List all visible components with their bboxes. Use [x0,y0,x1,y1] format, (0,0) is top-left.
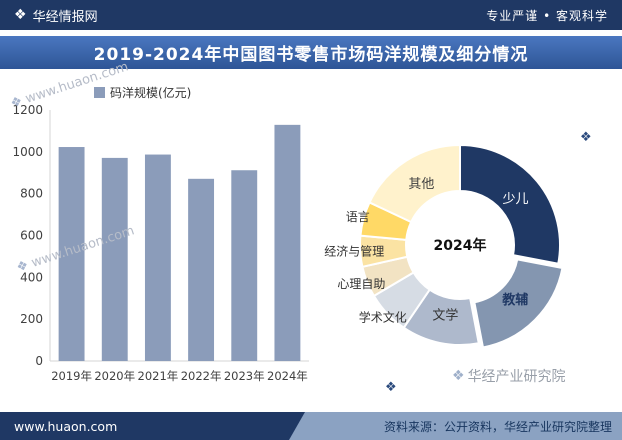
donut-chart: 少儿教辅文学 学术文化 心理自助 经济与管理 语言 其他 2024年 [318,102,616,392]
footer-site: www.huaon.com [0,412,305,440]
bar [58,147,85,361]
bar [274,124,301,361]
brand-logo-icon: ❖ [14,7,27,23]
legend-swatch [94,87,105,98]
y-tick-label: 1200 [12,103,43,117]
y-tick-label: 200 [20,312,43,326]
bar-chart-svg: 0 200 400 600 800 1000 1200 2019年 2020年 2021年 2022… [12,103,309,383]
legend-label: 码洋规模(亿元) [110,86,192,100]
y-tick-label: 0 [35,354,43,368]
bar-chart: 0 200 400 600 800 1000 1200 2019年 2020年 2021年 2022… [6,102,321,387]
footer-source: 资料来源：公开资料，华经产业研究院整理 [383,419,612,434]
x-tick-label: 2024年 [267,369,308,383]
x-tick-label: 2022年 [181,369,222,383]
bottom-bar: www.huaon.com 资料来源：公开资料，华经产业研究院整理 [0,412,622,440]
donut-center-label: 2024年 [434,237,487,254]
pie-slice [459,144,561,265]
y-tick-label: 800 [20,187,43,201]
x-tick-label: 2023年 [224,369,265,383]
x-tick-label: 2019年 [51,369,92,383]
pie-slice [473,258,564,349]
slice-label: 心理自助 [337,277,385,291]
slogan: 专业严谨 • 客观科学 [486,8,608,23]
slice-label: 少儿 [502,192,528,207]
bar [101,157,128,361]
y-tick-label: 600 [20,229,43,243]
brand-name: 华经情报网 [32,9,98,25]
page-title: 2019-2024年中国图书零售市场码洋规模及细分情况 [93,45,529,65]
bar [144,154,171,361]
x-tick-label: 2021年 [138,369,179,383]
slice-label: 经济与管理 [324,244,384,259]
bar [188,178,215,361]
top-bar: ❖ 华经情报网 专业严谨 • 客观科学 [0,0,622,30]
slice-label: 其他 [408,177,434,192]
bar [231,170,258,361]
legend: 码洋规模(亿元) [94,84,191,101]
y-tick-label: 1000 [12,145,43,159]
slice-label: 语言 [346,210,370,224]
x-tick-label: 2020年 [94,369,135,383]
slice-label: 教辅 [501,292,528,308]
slice-label: 学术文化 [359,310,407,325]
y-tick-label: 400 [20,270,43,284]
slice-label: 文学 [432,308,458,324]
pie-slice [368,144,461,224]
brand: ❖ 华经情报网 [14,6,98,25]
title-banner: 2019-2024年中国图书零售市场码洋规模及细分情况 [0,36,622,69]
